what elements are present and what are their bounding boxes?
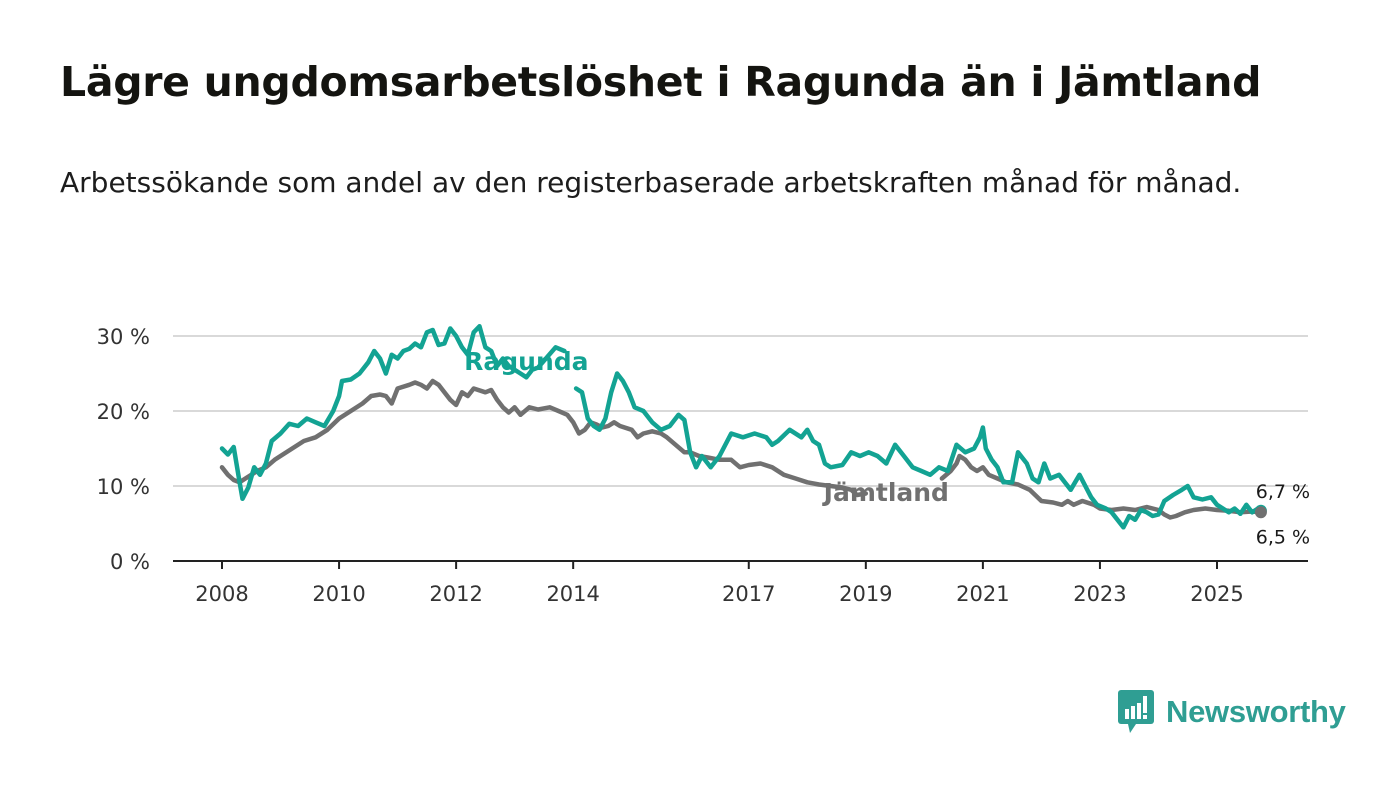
x-tick-label: 2012 <box>429 582 482 606</box>
x-tick-label: 2019 <box>839 582 892 606</box>
series-lines <box>219 324 1267 530</box>
x-axis-ticks: 2008 2010 2012 2014 2017 2019 2021 2023 2025 <box>195 561 1244 606</box>
series-label-jamtland: Jämtland <box>822 478 949 507</box>
x-tick-label: 2023 <box>1073 582 1126 606</box>
newsworthy-logo: Newsworthy <box>1118 690 1346 734</box>
chart-subtitle: Arbetssökande som andel av den registerb… <box>60 166 1242 199</box>
end-label-ragunda: 6,7 % <box>1256 481 1310 503</box>
end-label-jamtland: 6,5 % <box>1256 526 1310 548</box>
y-tick-label: 0 % <box>110 550 150 574</box>
series-label-ragunda: Ragunda <box>464 347 588 376</box>
chart-title: Lägre ungdomsarbetslöshet i Ragunda än i… <box>60 58 1262 106</box>
x-tick-label: 2025 <box>1190 582 1243 606</box>
x-tick-label: 2017 <box>722 582 775 606</box>
bar-chart-speech-bubble-icon <box>1118 690 1154 733</box>
series-labels: Ragunda Jämtland 6,7 % 6,5 % <box>464 347 1310 549</box>
brand-name: Newsworthy <box>1166 694 1346 729</box>
x-tick-label: 2008 <box>195 582 248 606</box>
y-tick-label: 20 % <box>97 400 150 424</box>
series-line-ragunda <box>219 324 1264 530</box>
end-point-jamtland <box>1254 506 1267 519</box>
y-axis-ticks: 0 % 10 % 20 % 30 % <box>97 325 150 574</box>
x-tick-label: 2010 <box>312 582 365 606</box>
y-tick-label: 30 % <box>97 325 150 349</box>
x-tick-label: 2014 <box>546 582 599 606</box>
series-line-jamtland <box>219 378 1264 520</box>
gridlines <box>173 335 1308 487</box>
y-tick-label: 10 % <box>97 475 150 499</box>
x-tick-label: 2021 <box>956 582 1009 606</box>
